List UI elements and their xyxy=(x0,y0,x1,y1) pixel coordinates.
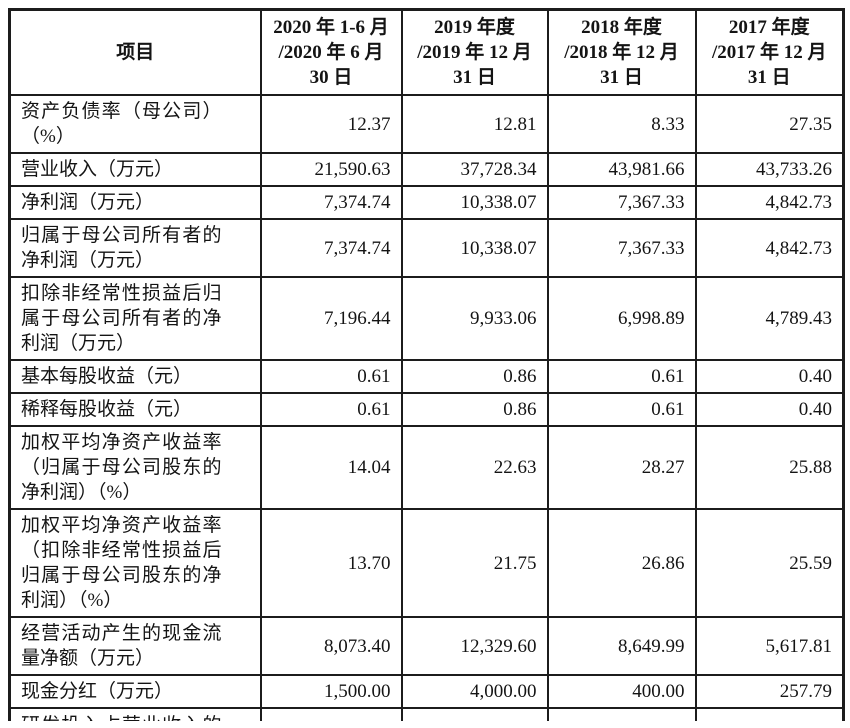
header-cell-period-1: 2020 年 1-6 月 /2020 年 6 月 30 日 xyxy=(259,8,403,96)
value-cell: 400.00 xyxy=(546,674,697,709)
financial-summary-table: 项目 2020 年 1-6 月 /2020 年 6 月 30 日 2019 年度 /… xyxy=(8,8,845,721)
row-label: 资产负债率（母公司）（%） xyxy=(8,94,262,154)
value-cell: 12.81 xyxy=(400,94,549,154)
value-cell: 43,733.26 xyxy=(694,152,845,187)
value-cell: 21,590.63 xyxy=(259,152,403,187)
value-cell: 0.40 xyxy=(694,359,845,394)
table-row: 资产负债率（母公司）（%） 12.37 12.81 8.33 27.35 xyxy=(8,94,845,154)
partial-empty-cell xyxy=(259,707,403,721)
table-row: 净利润（万元） 7,374.74 10,338.07 7,367.33 4,842.73 xyxy=(8,185,845,220)
table-row: 加权平均净资产收益率（扣除非经常性损益后归属于母公司股东的净利润）（%） 13.7… xyxy=(8,508,845,618)
value-cell: 7,367.33 xyxy=(546,185,697,220)
partial-empty-cell xyxy=(694,707,845,721)
header-row: 项目 2020 年 1-6 月 /2020 年 6 月 30 日 2019 年度 /… xyxy=(8,8,845,96)
value-cell: 0.40 xyxy=(694,392,845,427)
value-cell: 1,500.00 xyxy=(259,674,403,709)
value-cell: 43,981.66 xyxy=(546,152,697,187)
value-cell: 10,338.07 xyxy=(400,218,549,278)
value-cell: 12.37 xyxy=(259,94,403,154)
value-cell: 25.59 xyxy=(694,508,845,618)
row-label: 加权平均净资产收益率（归属于母公司股东的净利润）（%） xyxy=(8,425,262,510)
value-cell: 0.61 xyxy=(546,359,697,394)
value-cell: 10,338.07 xyxy=(400,185,549,220)
row-label: 稀释每股收益（元） xyxy=(8,392,262,427)
value-cell: 12,329.60 xyxy=(400,616,549,676)
table-row: 现金分红（万元） 1,500.00 4,000.00 400.00 257.79 xyxy=(8,674,845,709)
value-cell: 9,933.06 xyxy=(400,276,549,361)
value-cell: 7,374.74 xyxy=(259,218,403,278)
partial-row-label: 研发投入占营业收入的比例（%） xyxy=(21,713,222,721)
value-cell: 7,196.44 xyxy=(259,276,403,361)
value-cell: 14.04 xyxy=(259,425,403,510)
value-cell: 4,000.00 xyxy=(400,674,549,709)
value-cell: 8,649.99 xyxy=(546,616,697,676)
value-cell: 4,789.43 xyxy=(694,276,845,361)
table-row: 加权平均净资产收益率（归属于母公司股东的净利润）（%） 14.04 22.63 28.… xyxy=(8,425,845,510)
table-row: 基本每股收益（元） 0.61 0.86 0.61 0.40 xyxy=(8,359,845,394)
value-cell: 4,842.73 xyxy=(694,185,845,220)
partial-next-row: 研发投入占营业收入的比例（%） xyxy=(8,707,845,721)
value-cell: 22.63 xyxy=(400,425,549,510)
value-cell: 4,842.73 xyxy=(694,218,845,278)
value-cell: 0.61 xyxy=(546,392,697,427)
value-cell: 0.61 xyxy=(259,359,403,394)
header-cell-item: 项目 xyxy=(8,8,262,96)
partial-empty-cell xyxy=(400,707,549,721)
value-cell: 26.86 xyxy=(546,508,697,618)
partial-empty-cell xyxy=(546,707,697,721)
table-header: 项目 2020 年 1-6 月 /2020 年 6 月 30 日 2019 年度 /… xyxy=(8,8,845,96)
value-cell: 8.33 xyxy=(546,94,697,154)
value-cell: 8,073.40 xyxy=(259,616,403,676)
value-cell: 28.27 xyxy=(546,425,697,510)
value-cell: 0.86 xyxy=(400,359,549,394)
value-cell: 5,617.81 xyxy=(694,616,845,676)
row-label: 现金分红（万元） xyxy=(8,674,262,709)
table-body: 资产负债率（母公司）（%） 12.37 12.81 8.33 27.35 营业收入（万元）… xyxy=(8,94,845,721)
table-row: 经营活动产生的现金流量净额（万元） 8,073.40 12,329.60 8,649.… xyxy=(8,616,845,676)
partial-row-label-cell: 研发投入占营业收入的比例（%） xyxy=(8,707,262,721)
value-cell: 25.88 xyxy=(694,425,845,510)
row-label: 归属于母公司所有者的净利润（万元） xyxy=(8,218,262,278)
value-cell: 0.86 xyxy=(400,392,549,427)
table-row: 营业收入（万元） 21,590.63 37,728.34 43,981.66 43,73… xyxy=(8,152,845,187)
value-cell: 27.35 xyxy=(694,94,845,154)
value-cell: 7,367.33 xyxy=(546,218,697,278)
value-cell: 13.70 xyxy=(259,508,403,618)
header-cell-period-3: 2018 年度 /2018 年 12 月 31 日 xyxy=(546,8,697,96)
value-cell: 0.61 xyxy=(259,392,403,427)
row-label: 经营活动产生的现金流量净额（万元） xyxy=(8,616,262,676)
value-cell: 257.79 xyxy=(694,674,845,709)
row-label: 净利润（万元） xyxy=(8,185,262,220)
value-cell: 37,728.34 xyxy=(400,152,549,187)
table-row: 扣除非经常性损益后归属于母公司所有者的净利润（万元） 7,196.44 9,933.… xyxy=(8,276,845,361)
row-label: 扣除非经常性损益后归属于母公司所有者的净利润（万元） xyxy=(8,276,262,361)
table-row: 稀释每股收益（元） 0.61 0.86 0.61 0.40 xyxy=(8,392,845,427)
table-row: 归属于母公司所有者的净利润（万元） 7,374.74 10,338.07 7,367.… xyxy=(8,218,845,278)
value-cell: 21.75 xyxy=(400,508,549,618)
value-cell: 7,374.74 xyxy=(259,185,403,220)
value-cell: 6,998.89 xyxy=(546,276,697,361)
header-cell-period-2: 2019 年度 /2019 年 12 月 31 日 xyxy=(400,8,549,96)
header-cell-period-4: 2017 年度 /2017 年 12 月 31 日 xyxy=(694,8,845,96)
row-label: 基本每股收益（元） xyxy=(8,359,262,394)
row-label: 营业收入（万元） xyxy=(8,152,262,187)
row-label: 加权平均净资产收益率（扣除非经常性损益后归属于母公司股东的净利润）（%） xyxy=(8,508,262,618)
